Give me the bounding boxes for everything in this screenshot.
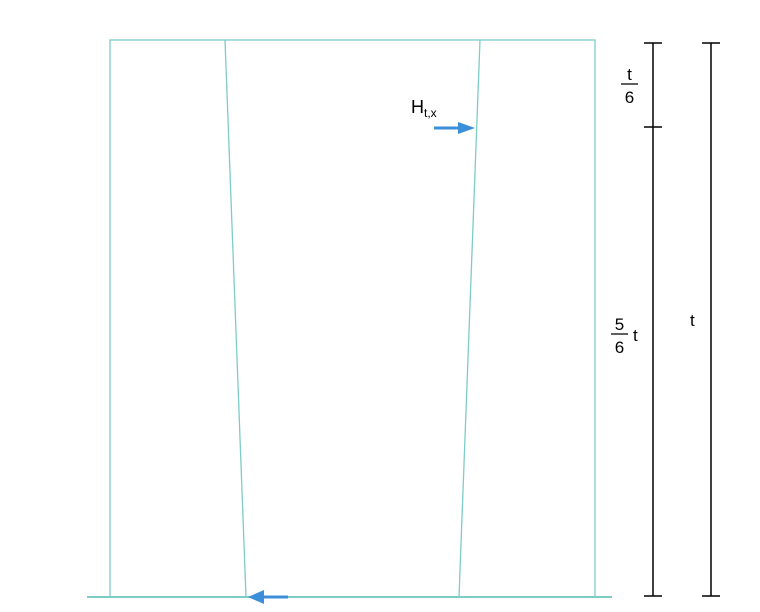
top-dim-numerator: t bbox=[627, 65, 632, 84]
total-dim-label: t bbox=[690, 311, 695, 330]
top-dim-denominator: 6 bbox=[625, 88, 634, 107]
outer-block bbox=[109, 39, 596, 598]
lower-dim-denominator: 6 bbox=[615, 338, 624, 357]
dimension-line-partial bbox=[644, 42, 662, 597]
lower-dim-numerator: 5 bbox=[615, 315, 624, 334]
right-inner-edge bbox=[458, 39, 481, 598]
dimension-line-total bbox=[702, 42, 720, 597]
left-inner-edge bbox=[224, 39, 247, 598]
reaction-arrow-left bbox=[248, 590, 288, 604]
force-label: Ht,x bbox=[411, 97, 437, 120]
lower-dim-variable: t bbox=[633, 326, 638, 345]
force-arrow-right bbox=[434, 122, 475, 134]
